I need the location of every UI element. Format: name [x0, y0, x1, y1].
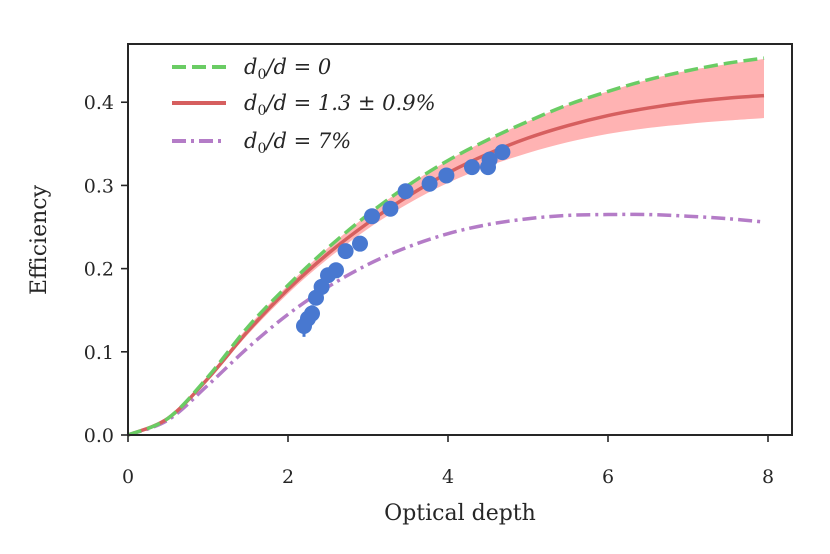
- y-tick-label: 0.1: [84, 342, 114, 364]
- data-point: [438, 167, 455, 184]
- legend-label-fit: d0/d = 1.3 ± 0.9%: [244, 91, 436, 119]
- y-tick-label: 0.2: [84, 259, 114, 281]
- data-point: [364, 208, 380, 225]
- data-point: [382, 200, 399, 217]
- data-point: [481, 151, 498, 168]
- y-axis-ticks: 0.0 0.1 0.2 0.3 0.4: [84, 92, 128, 447]
- x-tick-label: 4: [442, 466, 454, 488]
- band-layer: [128, 58, 764, 435]
- x-tick-label: 8: [762, 466, 774, 488]
- data-point: [313, 278, 330, 295]
- data-point: [494, 144, 511, 161]
- x-tick-label: 6: [602, 466, 614, 488]
- data-point: [464, 159, 480, 176]
- data-point: [304, 305, 320, 322]
- data-point: [328, 262, 344, 279]
- legend-label-zero: d0/d = 0: [244, 55, 331, 83]
- data-point: [352, 235, 368, 252]
- legend-label-seven: d0/d = 7%: [244, 129, 351, 157]
- legend: d0/d = 0 d0/d = 1.3 ± 0.9% d0/d = 7%: [172, 55, 436, 157]
- y-tick-label: 0.3: [84, 175, 114, 197]
- x-tick-label: 2: [282, 466, 294, 488]
- points-layer: [296, 144, 511, 337]
- plot-frame: [127, 43, 793, 436]
- series-line-2: [127, 212, 765, 437]
- data-point: [397, 183, 414, 200]
- x-axis-label: Optical depth: [384, 501, 536, 526]
- y-tick-label: 0.0: [84, 425, 114, 447]
- series-line-0: [127, 56, 765, 437]
- y-tick-label: 0.4: [84, 92, 114, 114]
- x-axis-ticks: 0 2 4 6 8: [122, 435, 774, 488]
- confidence-band: [128, 58, 764, 435]
- x-tick-label: 0: [122, 466, 134, 488]
- y-axis-label: Efficiency: [27, 184, 52, 295]
- data-point: [337, 243, 354, 260]
- data-point: [421, 175, 438, 192]
